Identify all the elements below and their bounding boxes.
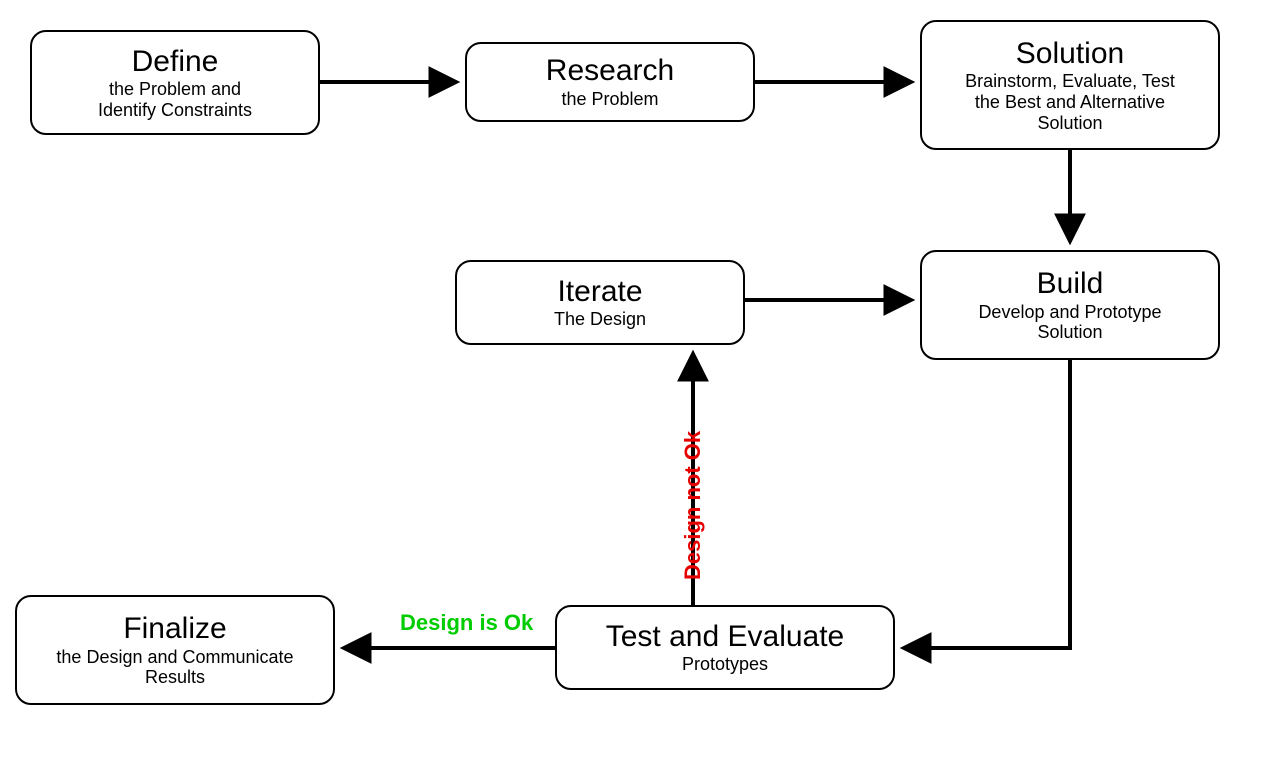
node-iterate-title: Iterate	[557, 275, 642, 310]
node-build-sub: Develop and PrototypeSolution	[978, 302, 1161, 343]
node-finalize-sub: the Design and CommunicateResults	[56, 647, 293, 688]
node-define-sub: the Problem andIdentify Constraints	[98, 79, 252, 120]
node-finalize: Finalize the Design and CommunicateResul…	[15, 595, 335, 705]
node-build: Build Develop and PrototypeSolution	[920, 250, 1220, 360]
flowchart-canvas: Define the Problem andIdentify Constrain…	[0, 0, 1283, 763]
edge-label-ok: Design is Ok	[400, 610, 533, 636]
node-research-sub: the Problem	[561, 89, 658, 110]
node-iterate-sub: The Design	[554, 309, 646, 330]
node-solution-sub: Brainstorm, Evaluate, Testthe Best and A…	[965, 71, 1175, 133]
edge-label-notok: Design not Ok	[680, 431, 706, 580]
node-solution-title: Solution	[1016, 37, 1124, 72]
node-test-sub: Prototypes	[682, 654, 768, 675]
node-iterate: Iterate The Design	[455, 260, 745, 345]
node-solution: Solution Brainstorm, Evaluate, Testthe B…	[920, 20, 1220, 150]
node-test-title: Test and Evaluate	[606, 620, 845, 655]
node-define-title: Define	[132, 45, 219, 80]
node-build-title: Build	[1037, 267, 1104, 302]
node-finalize-title: Finalize	[123, 612, 226, 647]
edge-build-test	[905, 360, 1070, 648]
node-research: Research the Problem	[465, 42, 755, 122]
node-test: Test and Evaluate Prototypes	[555, 605, 895, 690]
node-research-title: Research	[546, 54, 674, 89]
node-define: Define the Problem andIdentify Constrain…	[30, 30, 320, 135]
